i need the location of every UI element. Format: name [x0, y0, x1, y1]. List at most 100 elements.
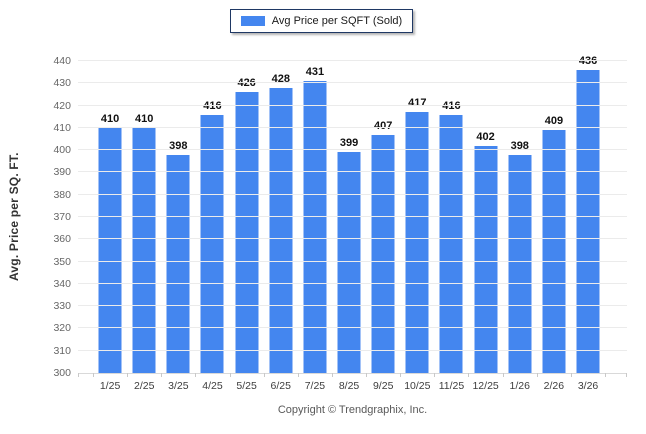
y-tick-label: 410: [53, 121, 71, 134]
y-tick-label: 330: [53, 300, 71, 313]
axis-tick: [93, 373, 94, 377]
bar-value-label: 402: [476, 130, 495, 143]
bar-slot: 402 12/25: [469, 61, 503, 392]
y-tick-label: 420: [53, 99, 71, 112]
bar-value-label: 399: [339, 137, 359, 150]
bar: [508, 154, 532, 373]
x-tick-label: 3/25: [168, 380, 189, 392]
axis-tick: [434, 373, 436, 377]
y-tick-label: 440: [53, 55, 71, 67]
bar-slot: 4164/25: [195, 61, 229, 392]
bar-value-label: 409: [544, 115, 564, 128]
copyright-text: Copyright © Trendgraphix, Inc.: [277, 404, 428, 416]
bar: [98, 127, 122, 373]
axis-tick: [297, 373, 299, 377]
bar: [474, 145, 498, 373]
bar-value-label: 398: [169, 139, 188, 152]
x-tick-label: 9/25: [372, 380, 394, 392]
gridline: [78, 149, 627, 151]
bar-value-label: 410: [100, 112, 120, 125]
x-tick-label: 4/25: [202, 380, 223, 392]
gridline: [78, 260, 627, 262]
gridline: [78, 171, 627, 173]
y-tick-label: 380: [53, 188, 71, 201]
bar: [166, 154, 190, 373]
plot-area: 410 1/25 410 2/25 398 3/25 4164/254265/25 428 6/…: [53, 55, 627, 393]
axis-tick: [127, 373, 129, 377]
gridline: [78, 327, 627, 329]
y-tick-label: 340: [53, 277, 71, 290]
x-tick-label: 2/26: [543, 380, 565, 392]
axis-tick: [366, 373, 368, 377]
bar-slot: 4363/26: [571, 55, 605, 392]
bar-value-label: 410: [135, 112, 154, 125]
bar-slot: 410 2/25: [127, 61, 161, 392]
bar-slot: 410 1/25: [93, 61, 127, 392]
y-tick-label: 300: [53, 367, 71, 379]
x-tick-label: 1/26: [509, 380, 530, 392]
bar-value-label: 431: [305, 66, 325, 79]
bars-row: 410 1/25 410 2/25 398 3/25 4164/254265/25 428 6/…: [93, 55, 606, 393]
gridline: [78, 104, 627, 106]
bar: [542, 130, 566, 373]
bar-slot: 417 10/25: [400, 61, 434, 392]
axis-corner-tick: [78, 373, 79, 377]
bar: [371, 134, 395, 373]
bar-value-label: 407: [374, 119, 393, 132]
x-tick-label: 3/26: [577, 380, 599, 392]
x-tick-label: 2/25: [133, 380, 155, 392]
bar-slot: 398 1/26: [503, 61, 537, 392]
y-tick-label: 390: [53, 166, 71, 179]
bar-slot: 431 7/25: [298, 61, 332, 392]
y-tick-label: 370: [53, 211, 71, 223]
axis-corner-tick: [626, 373, 627, 377]
bar: [235, 92, 259, 373]
axis-tick: [263, 373, 265, 377]
x-tick-label: 6/25: [270, 380, 291, 392]
bar: [337, 152, 361, 373]
bar-slot: 428 6/25: [264, 61, 298, 392]
y-tick-label: 430: [53, 77, 71, 90]
y-axis-title: Avg. Price per SQ. FT.: [7, 152, 21, 282]
y-tick-label: 310: [53, 344, 71, 357]
bar-value-label: 428: [271, 72, 290, 85]
gridline: [78, 60, 627, 61]
y-tick-label: 400: [53, 144, 71, 157]
axis-tick: [570, 373, 572, 377]
x-tick-label: 10/25: [404, 380, 431, 392]
gridline: [78, 305, 627, 307]
x-tick-label: 12/25: [472, 380, 499, 392]
axis-tick: [502, 373, 504, 377]
legend-swatch: [240, 16, 265, 26]
bar-slot: 41611/25: [434, 61, 468, 393]
legend-label: Avg Price per SQFT (Sold): [271, 15, 403, 27]
x-tick-label: 7/25: [304, 380, 326, 392]
gridline: [78, 82, 627, 84]
axis-tick: [536, 373, 538, 377]
axis-tick: [468, 373, 470, 377]
gridline: [78, 282, 627, 284]
bar-slot: 398 3/25: [161, 61, 195, 392]
axis-tick: [195, 373, 197, 377]
bar: [269, 87, 293, 373]
bar: [303, 81, 327, 373]
x-tick-label: 5/25: [236, 380, 257, 392]
x-tick-label: 1/25: [99, 380, 121, 392]
x-tick-label: 8/25: [338, 380, 360, 392]
bar: [439, 114, 463, 373]
x-tick-label: 11/25: [438, 380, 465, 392]
axis-tick: [605, 373, 606, 377]
y-tick-label: 350: [53, 255, 71, 268]
bar-slot: 4265/25: [230, 61, 264, 392]
gridline: [78, 238, 627, 240]
bar-slot: 399 8/25: [332, 61, 366, 392]
legend: Avg Price per SQFT (Sold): [230, 9, 413, 33]
gridline: [78, 349, 627, 351]
axis-tick: [400, 373, 402, 377]
gridline: [78, 216, 627, 217]
y-tick-label: 320: [53, 322, 71, 335]
gridline: [78, 126, 627, 128]
gridline: [78, 193, 627, 195]
y-tick-label: 360: [53, 233, 71, 246]
